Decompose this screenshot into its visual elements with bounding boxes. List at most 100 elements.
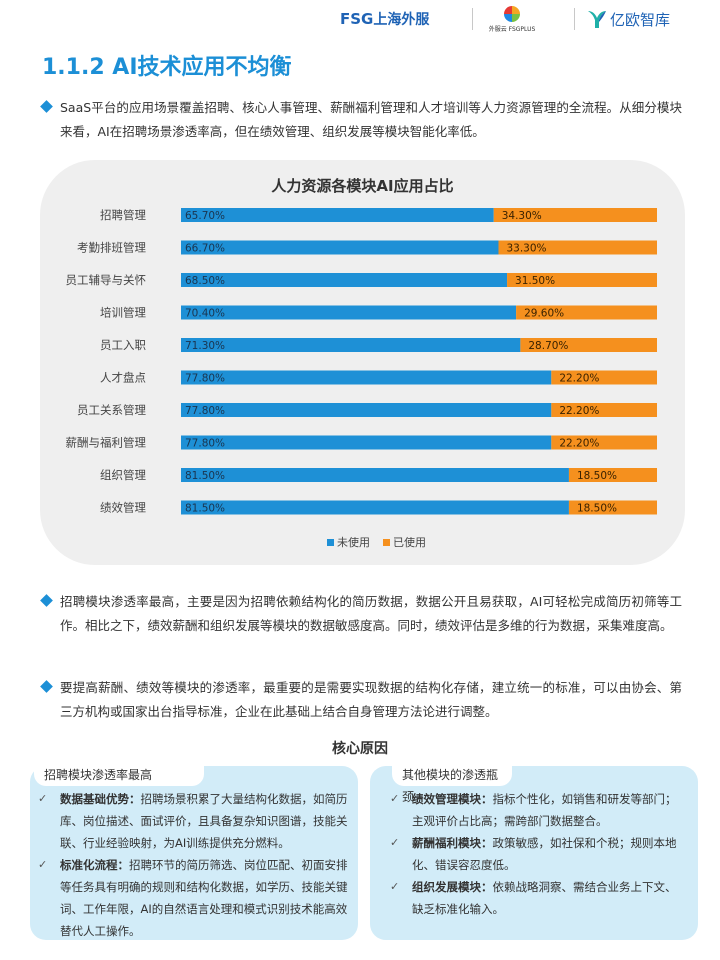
yiou-logo-icon <box>588 11 606 28</box>
data-label-unused: 77.80% <box>185 373 225 385</box>
check-icon: ✓ <box>390 880 400 893</box>
bottleneck-label: 薪酬福利模块： <box>412 836 493 850</box>
bar-unused <box>181 305 517 320</box>
reason-text: 招聘场景积累了大量结构化数据，如简历库、岗位描述、面试评价，且具备复杂知识图谱，… <box>60 792 348 850</box>
box-heading: 其他模块的渗透瓶颈 <box>392 764 512 804</box>
data-label-unused: 65.70% <box>185 210 225 222</box>
logo-divider <box>472 8 473 30</box>
logo-divider <box>574 8 575 30</box>
data-label-unused: 77.80% <box>185 405 225 417</box>
reason-label: 数据基础优势： <box>60 792 141 806</box>
bar-used <box>516 305 657 320</box>
fsg-logo: FSG上海外服 <box>340 9 429 29</box>
check-icon: ✓ <box>390 836 400 849</box>
bar-unused <box>181 403 552 417</box>
reason-text: 招聘环节的简历筛选、岗位匹配、初面安排等任务具有明确的规则和结构化数据，如学历、… <box>60 858 348 938</box>
core-reasons-title: 核心原因 <box>332 741 388 757</box>
analysis-paragraph: 招聘模块渗透率最高，主要是因为招聘依赖结构化的简历数据，数据公开且易获取，AI可… <box>40 590 682 638</box>
category-label: 人才盘点 <box>100 371 146 385</box>
data-label-unused: 66.70% <box>185 243 225 255</box>
bar-unused <box>181 500 569 515</box>
legend-swatch <box>327 539 334 546</box>
data-label-used: 33.30% <box>506 243 546 255</box>
fsg-logo-text: FSG <box>340 10 374 28</box>
category-label: 员工入职 <box>100 338 146 352</box>
legend-label: 未使用 <box>337 536 370 549</box>
data-label-unused: 68.50% <box>185 275 225 287</box>
bar-used <box>551 370 657 385</box>
paragraph-text: 招聘模块渗透率最高，主要是因为招聘依赖结构化的简历数据，数据公开且易获取，AI可… <box>60 594 682 633</box>
bar-unused <box>181 435 552 450</box>
bar-used <box>507 273 657 287</box>
bar-used <box>498 240 657 255</box>
bottleneck-label: 组织发展模块： <box>412 880 493 894</box>
fsgplus-logo-text: 外服云 FSGPLUS <box>488 26 536 33</box>
bar-used <box>520 338 657 352</box>
bar-unused <box>181 240 499 255</box>
diamond-bullet-icon <box>40 680 53 693</box>
data-label-unused: 71.30% <box>185 340 225 352</box>
data-label-used: 18.50% <box>577 503 617 515</box>
check-icon: ✓ <box>38 792 48 805</box>
bottleneck-label: 绩效管理模块： <box>412 792 493 806</box>
data-label-used: 18.50% <box>577 470 617 482</box>
data-label-used: 29.60% <box>524 308 564 320</box>
category-label: 薪酬与福利管理 <box>66 436 147 450</box>
check-icon: ✓ <box>390 792 400 805</box>
bottleneck-item: ✓ 组织发展模块：依赖战略洞察、需结合业务上下文、缺乏标准化输入。 <box>390 876 686 920</box>
bottleneck-item: ✓ 绩效管理模块：指标个性化，如销售和研发等部门；主观评价占比高；需跨部门数据整… <box>390 788 686 832</box>
fsg-logo-cn: 上海外服 <box>373 12 430 28</box>
bottleneck-text: 指标个性化，如销售和研发等部门；主观评价占比高；需跨部门数据整合。 <box>412 792 677 828</box>
bar-unused <box>181 370 552 385</box>
reason-label: 标准化流程： <box>60 858 129 872</box>
bar-unused <box>181 208 494 222</box>
category-label: 招聘管理 <box>100 208 146 222</box>
recommendation-paragraph: 要提高薪酬、绩效等模块的渗透率，最重要的是需要实现数据的结构化存储，建立统一的标… <box>40 676 682 724</box>
fsgplus-logo: 外服云 FSGPLUS <box>482 6 542 34</box>
category-label: 组织管理 <box>100 468 146 482</box>
data-label-used: 28.70% <box>528 340 568 352</box>
bottleneck-text: 依赖战略洞察、需结合业务上下文、缺乏标准化输入。 <box>412 880 677 916</box>
section-title: 1.1.2 AI技术应用不均衡 <box>42 55 292 80</box>
paragraph-text: SaaS平台的应用场景覆盖招聘、核心人事管理、薪酬福利管理和人才培训等人力资源管… <box>60 100 682 139</box>
category-label: 培训管理 <box>100 306 146 320</box>
yiou-logo-text: 亿欧智库 <box>610 11 671 29</box>
data-label-used: 31.50% <box>515 275 555 287</box>
page-header: FSG上海外服 外服云 FSGPLUS 亿欧智库 <box>0 0 720 40</box>
category-label: 考勤排班管理 <box>77 241 146 255</box>
fsgplus-logo-icon <box>504 6 520 22</box>
reason-item: ✓ 标准化流程：招聘环节的简历筛选、岗位匹配、初面安排等任务具有明确的规则和结构… <box>38 854 350 942</box>
bar-used <box>568 468 657 482</box>
diamond-bullet-icon <box>40 594 53 607</box>
category-label: 员工关系管理 <box>77 403 146 417</box>
data-label-used: 22.20% <box>559 373 599 385</box>
bar-unused <box>181 338 521 352</box>
bar-used <box>551 403 657 417</box>
paragraph-text: 要提高薪酬、绩效等模块的渗透率，最重要的是需要实现数据的结构化存储，建立统一的标… <box>60 680 682 719</box>
bottleneck-reasons-box: 其他模块的渗透瓶颈 ✓ 绩效管理模块：指标个性化，如销售和研发等部门；主观评价占… <box>370 764 698 940</box>
data-label-used: 22.20% <box>559 438 599 450</box>
reason-item: ✓ 数据基础优势：招聘场景积累了大量结构化数据，如简历库、岗位描述、面试评价，且… <box>38 788 350 854</box>
data-label-unused: 81.50% <box>185 503 225 515</box>
bottleneck-item: ✓ 薪酬福利模块：政策敏感，如社保和个税；规则本地化、错误容忍度低。 <box>390 832 686 876</box>
data-label-unused: 70.40% <box>185 308 225 320</box>
recruitment-reasons-box: 招聘模块渗透率最高 ✓ 数据基础优势：招聘场景积累了大量结构化数据，如简历库、岗… <box>30 764 358 942</box>
bar-used <box>568 500 657 515</box>
chart-title: 人力资源各模块AI应用占比 <box>271 177 454 195</box>
legend-label: 已使用 <box>393 536 426 549</box>
data-label-used: 34.30% <box>502 210 542 222</box>
category-label: 员工辅导与关怀 <box>66 273 147 287</box>
legend-swatch <box>383 539 390 546</box>
data-label-unused: 81.50% <box>185 470 225 482</box>
bar-unused <box>181 468 569 482</box>
chart-card <box>40 160 685 565</box>
data-label-used: 22.20% <box>559 405 599 417</box>
category-label: 绩效管理 <box>100 501 146 515</box>
bar-used <box>493 208 657 222</box>
intro-paragraph: SaaS平台的应用场景覆盖招聘、核心人事管理、薪酬福利管理和人才培训等人力资源管… <box>40 96 682 144</box>
check-icon: ✓ <box>38 858 48 871</box>
bar-unused <box>181 273 508 287</box>
box-heading: 招聘模块渗透率最高 <box>34 764 204 786</box>
bottleneck-text: 政策敏感，如社保和个税；规则本地化、错误容忍度低。 <box>412 836 677 872</box>
